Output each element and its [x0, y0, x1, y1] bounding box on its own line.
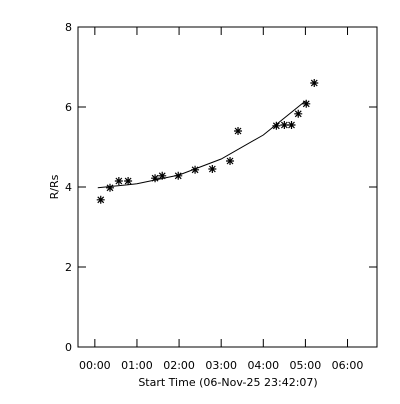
x-tick-label: 03:00: [205, 359, 237, 372]
data-point: [302, 99, 311, 108]
x-tick-label: 00:00: [79, 359, 111, 372]
x-axis-label: Start Time (06-Nov-25 23:42:07): [138, 376, 317, 389]
plot-frame: [77, 26, 378, 348]
data-point: [310, 79, 319, 87]
y-tick-label: 8: [65, 21, 72, 34]
x-tick-label: 05:00: [290, 359, 322, 372]
data-point: [208, 165, 217, 173]
x-tick-label: 02:00: [163, 359, 195, 372]
y-tick-label: 4: [65, 181, 72, 194]
x-tick-label: 01:00: [121, 359, 153, 372]
data-point: [294, 109, 303, 118]
y-tick-label: 6: [65, 101, 72, 114]
y-tick-label: 0: [65, 341, 72, 354]
data-point: [226, 157, 235, 165]
x-tick-label: 04:00: [247, 359, 279, 372]
data-point: [287, 121, 296, 129]
data-point: [106, 183, 115, 192]
data-point: [234, 127, 243, 135]
y-axis-label: R/Rs: [48, 174, 61, 199]
y-tick-label: 2: [65, 261, 72, 274]
data-point: [174, 171, 183, 180]
data-point: [272, 121, 281, 130]
data-point: [280, 121, 289, 129]
data-point: [124, 177, 133, 185]
fit-line: [97, 100, 306, 189]
data-point: [96, 195, 105, 204]
data-point: [151, 174, 160, 183]
data-point: [158, 171, 167, 180]
data-point: [114, 177, 123, 185]
data-point: [191, 165, 200, 174]
x-tick-label: 06:00: [332, 359, 364, 372]
